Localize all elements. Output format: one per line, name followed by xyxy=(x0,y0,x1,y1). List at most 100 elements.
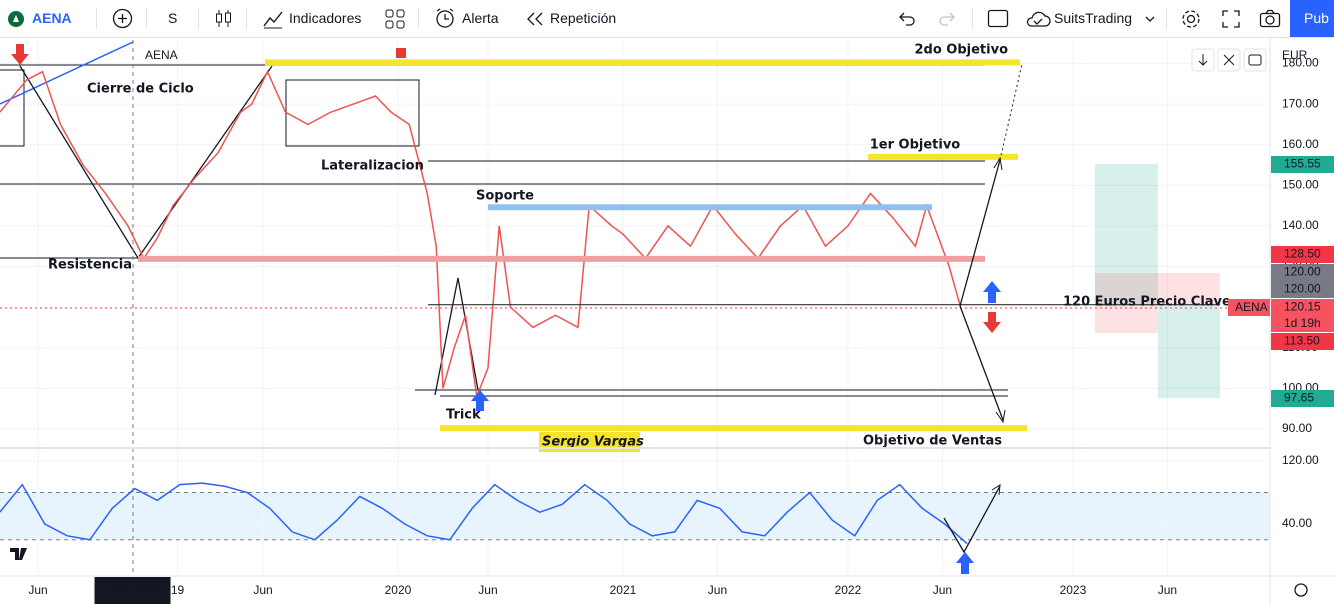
chart-type[interactable] xyxy=(214,8,234,29)
undo[interactable] xyxy=(898,11,916,27)
price-label: 113.50 xyxy=(1284,334,1320,348)
plot: 2do Objetivo 1er Objetivo Soporte Resistenc… xyxy=(0,43,1270,545)
replay-button[interactable]: Repetición xyxy=(550,10,617,26)
price-label-bg xyxy=(1271,264,1334,281)
x-tick-label: Jun xyxy=(708,583,727,597)
x-tick-label: Jun xyxy=(478,583,497,597)
y-tick-label: 40.00 xyxy=(1282,516,1312,530)
y-tick-label: 170.00 xyxy=(1282,96,1319,110)
price-label-bg xyxy=(1271,246,1334,263)
symbol-icon xyxy=(8,11,24,27)
projection-arrow xyxy=(959,305,1004,421)
price-line xyxy=(0,482,968,545)
snapshot[interactable] xyxy=(1259,9,1281,29)
projection-arrow xyxy=(959,159,1001,307)
symbol[interactable]: AENA xyxy=(32,10,72,26)
countdown-bg xyxy=(1271,316,1334,332)
separator xyxy=(96,8,97,29)
price-label: 155.55 xyxy=(1284,157,1321,171)
replay-icon xyxy=(527,12,543,26)
x-tick-label: Jun xyxy=(1158,583,1177,597)
interval[interactable]: S xyxy=(168,10,178,26)
price-label-bg xyxy=(1271,390,1334,407)
publish-button[interactable]: Pub xyxy=(1290,0,1334,37)
alert-icon xyxy=(436,8,454,28)
dropdown-arrow[interactable] xyxy=(1145,15,1155,23)
toolbar: AENA S Indicadores Alerta Repetición Sui… xyxy=(0,0,1334,38)
y-tick-label: 140.00 xyxy=(1282,218,1319,232)
x-tick-label: 19 xyxy=(171,583,185,597)
icon xyxy=(1248,54,1262,66)
level-label: Soporte xyxy=(476,189,534,204)
position-profit xyxy=(1158,306,1220,398)
x-tick-label: 2023 xyxy=(1060,583,1087,597)
x-tick-label: 2021 xyxy=(610,583,637,597)
currency: EUR xyxy=(1282,48,1308,62)
series-label: AENA xyxy=(145,48,178,62)
axis-settings[interactable] xyxy=(1294,583,1308,597)
separator xyxy=(198,8,199,29)
icon xyxy=(1223,54,1235,66)
buy-signal xyxy=(956,552,974,574)
separator xyxy=(972,8,973,29)
price-label-bg xyxy=(1271,156,1334,173)
price-label: 97.65 xyxy=(1284,391,1314,405)
y-tick-label: 150.00 xyxy=(1282,178,1319,192)
icon xyxy=(1198,54,1208,66)
symbol-tag-bg xyxy=(1228,299,1270,316)
redo[interactable] xyxy=(938,11,956,27)
buy-signal xyxy=(983,281,1001,303)
x-tick-label: Jun xyxy=(933,583,952,597)
price-label: 120.00 xyxy=(1284,265,1321,279)
price-label-bg xyxy=(1271,281,1334,298)
layout-name[interactable]: SuitsTrading xyxy=(1054,10,1133,26)
projection-arrow xyxy=(943,485,1001,554)
fullscreen[interactable] xyxy=(1222,10,1240,28)
arrow-head xyxy=(995,409,1006,424)
level-label: Resistencia xyxy=(48,258,132,273)
separator xyxy=(146,8,147,29)
price-label: 120.15 xyxy=(1284,300,1321,314)
settings[interactable] xyxy=(1180,8,1202,30)
pane-button[interactable] xyxy=(1243,48,1267,72)
indicators-icon xyxy=(263,11,283,29)
price-label-bg xyxy=(1271,333,1334,350)
y-tick-label: 160.00 xyxy=(1282,137,1319,151)
layout-select[interactable] xyxy=(987,8,1009,29)
position-loss xyxy=(1095,273,1158,333)
level-label: 120 Euros Precio Clave xyxy=(1063,295,1231,310)
indicators-button[interactable]: Indicadores xyxy=(289,10,362,26)
sell-signal xyxy=(983,312,1001,333)
price-label: 128.50 xyxy=(1284,247,1321,261)
position-loss xyxy=(1158,273,1220,306)
annotation: Cierre de Ciclo xyxy=(87,82,194,97)
axes: 180.00170.00160.00150.00140.00130.00110.… xyxy=(28,48,1334,604)
arrow-head xyxy=(991,484,1001,496)
projection-arrow xyxy=(999,63,1023,161)
crosshair-label-bg xyxy=(94,577,171,604)
tv-logo xyxy=(10,548,27,560)
grid xyxy=(0,40,1270,576)
y-tick-label: 180.00 xyxy=(1282,56,1319,70)
crosshair-label: 05 Nov '18 xyxy=(104,583,161,597)
separator xyxy=(1166,8,1167,29)
y-tick-label: 90.00 xyxy=(1282,421,1312,435)
add-symbol[interactable] xyxy=(112,8,133,29)
sell-signal xyxy=(396,48,406,58)
alert-button[interactable]: Alerta xyxy=(462,10,499,26)
countdown: 1d 19h xyxy=(1284,316,1321,330)
price-label: 120.00 xyxy=(1284,282,1321,296)
templates[interactable] xyxy=(385,9,405,29)
buy-signal xyxy=(471,390,489,411)
separator xyxy=(418,8,419,29)
level-label: 2do Objetivo xyxy=(914,43,1008,58)
annotation: Lateralizacion xyxy=(321,159,424,174)
annotation: Trick xyxy=(446,408,481,423)
sell-signal xyxy=(11,44,29,65)
level-label: Objetivo de Ventas xyxy=(863,434,1002,449)
annotation: Sergio Vargas xyxy=(542,435,644,450)
x-tick-label: 2022 xyxy=(835,583,862,597)
x-tick-label: 2020 xyxy=(385,583,412,597)
